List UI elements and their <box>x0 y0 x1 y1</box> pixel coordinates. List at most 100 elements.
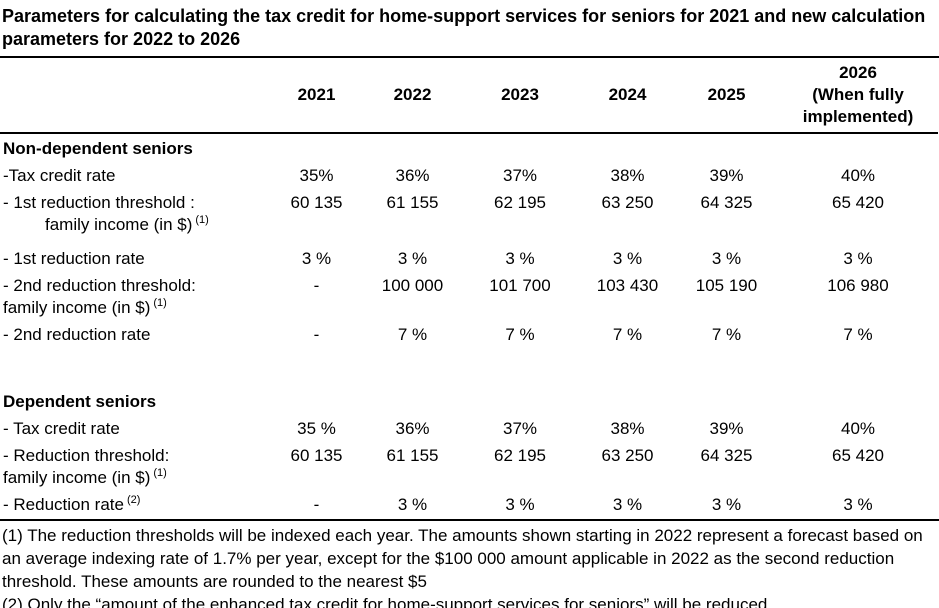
section-spacer <box>0 349 938 387</box>
footnote-ref-1: (1) <box>195 214 209 227</box>
table-cell: 38% <box>610 166 645 185</box>
table-cell: 61 155 <box>386 446 439 465</box>
table-cell: 36% <box>395 419 430 438</box>
row-label: - Reduction rate (2) <box>0 492 268 519</box>
table-header-row: 2021 2022 2023 2024 2025 2026 (When full… <box>0 58 938 134</box>
table-cell: 60 135 <box>290 446 343 465</box>
table-cell: 105 190 <box>695 276 758 295</box>
footnote-2: (2) Only the “amount of the enhanced tax… <box>2 595 773 608</box>
table-cell: - <box>313 276 320 295</box>
table-cell: 3 % <box>301 249 332 268</box>
table-cell: 36% <box>395 166 430 185</box>
row-label-line2-text: family income (in $) <box>3 468 151 487</box>
header-2026-line2: (When fully <box>812 85 904 104</box>
header-year-2023: 2023 <box>460 58 580 134</box>
header-year-2022: 2022 <box>365 58 460 134</box>
table-cell: 60 135 <box>290 193 343 212</box>
row-nd-second-reduction-rate: - 2nd reduction rate - 7 % 7 % 7 % 7 % 7… <box>0 322 938 349</box>
section-heading-row: Non-dependent seniors <box>0 133 938 163</box>
table-cell: 3 % <box>843 495 873 514</box>
header-2026-line1: 2026 <box>839 63 877 82</box>
table-cell: 7 % <box>843 325 873 344</box>
row-label-line2-text: family income (in $) <box>45 215 193 234</box>
table-cell: 37% <box>502 419 538 438</box>
row-label-text: - Reduction rate <box>3 495 124 514</box>
table-cell: 103 430 <box>596 276 659 295</box>
table-cell: 35 % <box>297 419 336 438</box>
table-cell: 3 % <box>711 249 742 268</box>
table-cell: 64 325 <box>700 446 753 465</box>
section-heading-non-dependent: Non-dependent seniors <box>3 139 193 158</box>
table-cell: 37% <box>502 166 538 185</box>
table-cell: 35% <box>299 166 334 185</box>
row-label: - 1st reduction rate <box>3 249 145 268</box>
row-nd-second-reduction-threshold: - 2nd reduction threshold: family income… <box>0 273 938 322</box>
section-heading-row: Dependent seniors <box>0 387 938 416</box>
table-cell: 3 % <box>505 495 535 514</box>
table-cell: 3 % <box>612 249 643 268</box>
row-label: - 2nd reduction rate <box>3 325 151 344</box>
table-cell: 63 250 <box>601 193 654 212</box>
table-cell: 39% <box>709 419 744 438</box>
footnote-ref-1: (1) <box>153 297 167 310</box>
table-cell: 3 % <box>843 249 873 268</box>
table-cell: 100 000 <box>381 276 444 295</box>
table-cell: 101 700 <box>489 276 551 295</box>
footnotes: (1) The reduction thresholds will be ind… <box>0 519 939 608</box>
footnote-ref-1: (1) <box>153 467 167 480</box>
row-label: -Tax credit rate <box>3 166 116 185</box>
table-cell: 3 % <box>397 495 428 514</box>
table-cell: 61 155 <box>386 193 439 212</box>
row-label-line2: family income (in $) (1) <box>3 467 268 489</box>
table-cell: 7 % <box>711 325 742 344</box>
table-cell: 63 250 <box>601 446 654 465</box>
parameters-table: 2021 2022 2023 2024 2025 2026 (When full… <box>0 58 938 519</box>
row-label: - Tax credit rate <box>3 419 120 438</box>
header-2026-line3: implemented) <box>802 107 914 126</box>
footnote-1: (1) The reduction thresholds will be ind… <box>2 526 923 591</box>
row-label: - Reduction threshold: family income (in… <box>0 443 268 492</box>
table-cell: 39% <box>709 166 744 185</box>
page-title: Parameters for calculating the tax credi… <box>0 0 939 58</box>
table-cell: 62 195 <box>494 193 546 212</box>
table-cell: 7 % <box>505 325 535 344</box>
header-empty <box>0 58 268 134</box>
table-cell: 65 420 <box>832 193 884 212</box>
header-year-2024: 2024 <box>580 58 675 134</box>
row-label-line2-text: family income (in $) <box>3 298 151 317</box>
row-label: - 2nd reduction threshold: family income… <box>0 273 268 322</box>
table-cell: 40% <box>840 166 876 185</box>
section-heading-dependent: Dependent seniors <box>3 392 157 411</box>
header-year-2025: 2025 <box>675 58 778 134</box>
row-label: - 1st reduction threshold : family incom… <box>0 190 268 246</box>
table-cell: 7 % <box>397 325 428 344</box>
table-cell: 38% <box>610 419 645 438</box>
row-dep-reduction-rate: - Reduction rate (2) - 3 % 3 % 3 % 3 % 3 … <box>0 492 938 519</box>
table-cell: 106 980 <box>827 276 889 295</box>
table-cell: 7 % <box>612 325 643 344</box>
row-label-line1: - 1st reduction threshold : <box>3 193 195 212</box>
header-year-2021: 2021 <box>268 58 365 134</box>
row-nd-first-reduction-rate: - 1st reduction rate 3 % 3 % 3 % 3 % 3 %… <box>0 246 938 273</box>
table-cell: 3 % <box>505 249 535 268</box>
footnote-ref-2: (2) <box>126 494 141 507</box>
row-label-line1: - 2nd reduction threshold: <box>3 276 196 295</box>
table-cell: 3 % <box>612 495 643 514</box>
table-cell: 64 325 <box>700 193 753 212</box>
table-cell: 3 % <box>397 249 428 268</box>
row-nd-tax-credit-rate: -Tax credit rate 35% 36% 37% 38% 39% 40% <box>0 163 938 190</box>
row-label-line1: - Reduction threshold: <box>3 446 170 465</box>
header-year-2026: 2026 (When fully implemented) <box>778 58 938 134</box>
row-label-line2: family income (in $) (1) <box>3 297 268 319</box>
table-cell: - <box>313 325 320 344</box>
table-cell: 3 % <box>711 495 742 514</box>
row-label-line2: family income (in $) (1) <box>3 214 268 236</box>
table-cell: 62 195 <box>494 446 546 465</box>
table-cell: - <box>313 495 320 514</box>
table-cell: 65 420 <box>832 446 884 465</box>
row-dep-tax-credit-rate: - Tax credit rate 35 % 36% 37% 38% 39% 4… <box>0 416 938 443</box>
row-nd-first-reduction-threshold: - 1st reduction threshold : family incom… <box>0 190 938 246</box>
table-cell: 40% <box>840 419 876 438</box>
row-dep-reduction-threshold: - Reduction threshold: family income (in… <box>0 443 938 492</box>
